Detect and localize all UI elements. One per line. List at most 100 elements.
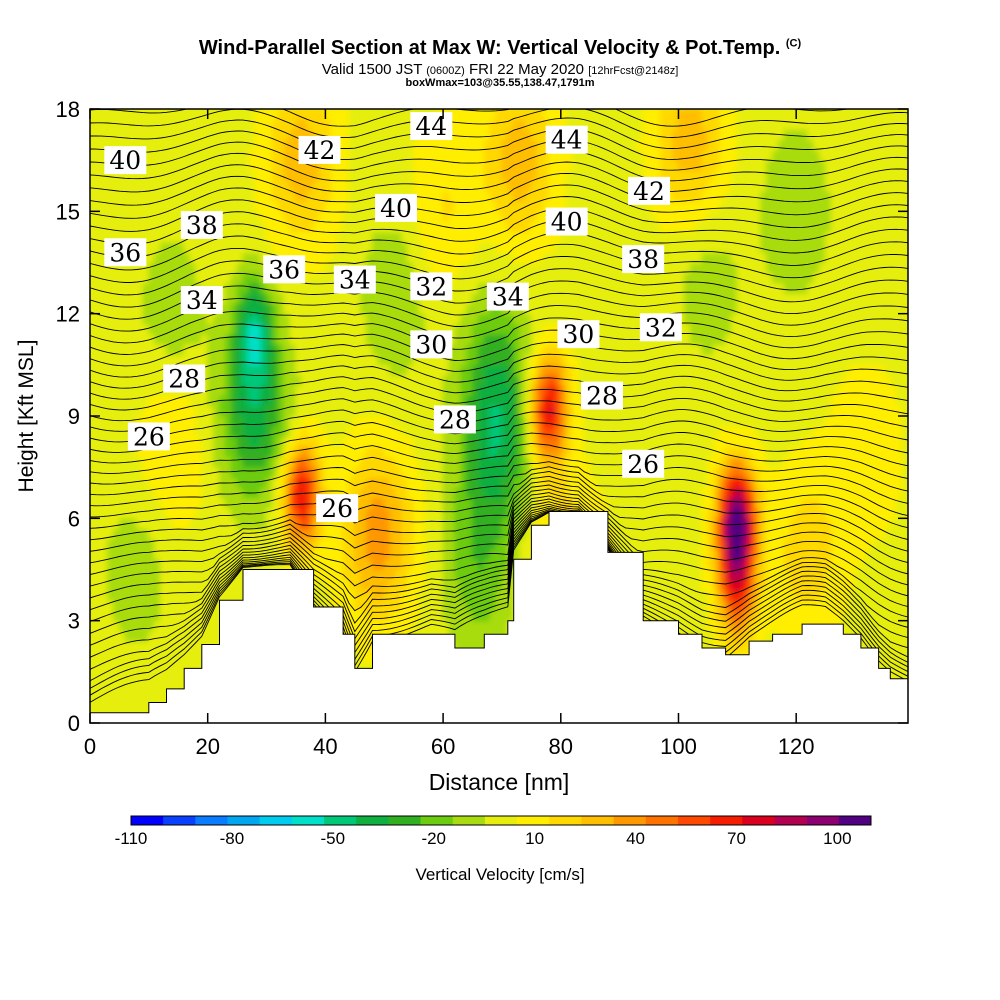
field-cell <box>260 302 268 315</box>
field-cell <box>266 528 273 540</box>
field-cell <box>142 343 150 356</box>
field-cell <box>454 446 462 458</box>
field-cell <box>171 579 179 591</box>
field-cell <box>207 262 215 274</box>
field-cell <box>371 323 379 335</box>
field-cell <box>377 415 385 427</box>
field-cell <box>371 221 379 233</box>
field-cell <box>530 302 538 315</box>
field-cell <box>401 292 409 304</box>
field-cell <box>195 425 203 437</box>
field-cell <box>454 292 462 304</box>
field-cell <box>348 435 356 448</box>
field-cell <box>436 374 444 386</box>
field-cell <box>389 384 397 397</box>
field-cell <box>118 190 126 202</box>
field-cell <box>442 569 450 581</box>
field-cell <box>548 149 556 161</box>
field-cell <box>377 538 385 550</box>
field-cell <box>177 405 185 417</box>
field-cell <box>566 149 574 161</box>
field-cell <box>148 128 156 141</box>
field-cell <box>566 476 574 489</box>
field-cell <box>448 589 456 601</box>
field-cell <box>236 109 244 120</box>
field-cell <box>189 558 197 570</box>
field-cell <box>307 221 315 233</box>
field-cell <box>148 661 156 673</box>
field-cell <box>330 118 338 130</box>
field-cell <box>101 313 109 325</box>
field-cell <box>501 507 509 519</box>
field-cell <box>477 640 485 652</box>
field-cell <box>401 139 409 151</box>
field-cell <box>342 395 350 407</box>
field-cell <box>107 302 115 315</box>
field-cell <box>124 190 132 202</box>
field-cell <box>118 589 126 601</box>
field-cell <box>448 558 456 570</box>
field-cell <box>113 343 120 356</box>
field-cell <box>424 517 432 530</box>
field-cell <box>319 405 326 417</box>
field-cell <box>242 333 250 345</box>
field-cell <box>460 169 468 182</box>
field-cell <box>130 517 138 530</box>
field-cell <box>90 333 97 345</box>
field-cell <box>90 487 97 499</box>
field-cell <box>424 221 432 233</box>
field-cell <box>142 517 150 530</box>
field-cell <box>330 425 338 437</box>
field-cell <box>236 517 244 530</box>
field-cell <box>336 569 344 581</box>
field-cell <box>342 538 350 550</box>
field-cell <box>271 466 279 478</box>
field-cell <box>501 169 509 182</box>
field-cell <box>572 109 579 120</box>
field-cell <box>419 517 426 530</box>
field-cell <box>118 128 126 141</box>
field-cell <box>266 139 273 151</box>
field-cell <box>95 497 103 509</box>
field-cell <box>236 139 244 151</box>
field-cell <box>501 487 509 499</box>
field-cell <box>348 609 356 622</box>
field-cell <box>519 169 526 182</box>
field-cell <box>448 569 456 581</box>
field-cell <box>90 609 97 622</box>
field-cell <box>224 405 232 417</box>
field-cell <box>489 200 497 212</box>
field-cell <box>283 354 291 366</box>
field-cell <box>107 702 115 714</box>
field-cell <box>454 558 462 570</box>
field-cell <box>389 241 397 253</box>
field-cell <box>113 579 120 591</box>
field-cell <box>101 210 109 223</box>
field-cell <box>336 599 344 611</box>
field-cell <box>289 425 297 437</box>
field-cell <box>224 169 232 182</box>
field-cell <box>118 343 126 356</box>
field-cell <box>530 190 538 202</box>
field-cell <box>519 118 526 130</box>
field-cell <box>171 405 179 417</box>
field-cell <box>366 476 373 489</box>
field-cell <box>366 507 373 519</box>
field-cell <box>483 109 491 120</box>
field-cell <box>389 548 397 560</box>
field-cell <box>266 149 273 161</box>
field-cell <box>154 364 162 376</box>
field-cell <box>90 569 97 581</box>
field-cell <box>224 466 232 478</box>
field-cell <box>354 548 362 560</box>
field-cell <box>242 395 250 407</box>
valid-time: Valid 1500 JST <box>321 61 423 78</box>
field-cell <box>401 456 409 468</box>
field-cell <box>260 435 268 448</box>
field-cell <box>401 435 409 448</box>
field-cell <box>95 609 103 622</box>
field-cell <box>489 415 497 427</box>
field-cell <box>207 149 215 161</box>
field-cell <box>236 282 244 294</box>
field-cell <box>289 190 297 202</box>
